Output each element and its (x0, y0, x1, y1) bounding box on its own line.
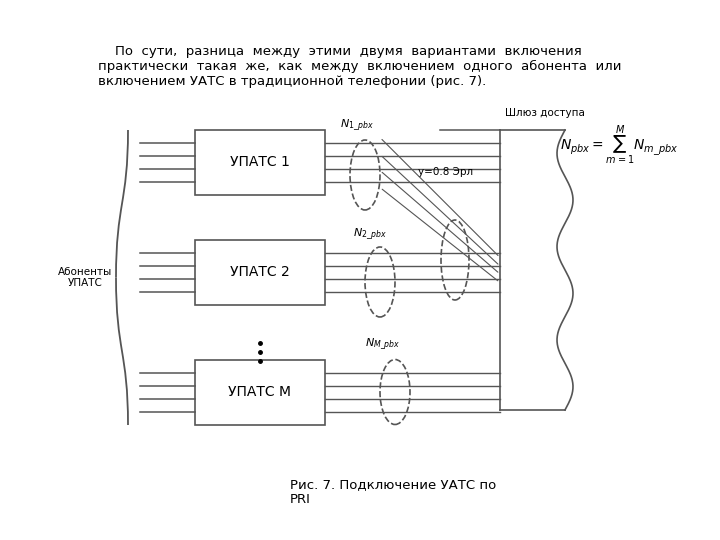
Text: УПАТС 2: УПАТС 2 (230, 266, 290, 280)
FancyBboxPatch shape (195, 360, 325, 425)
Text: По  сути,  разница  между  этими  двумя  вариантами  включения
практически  така: По сути, разница между этими двумя вариа… (98, 45, 622, 88)
Text: Шлюз доступа: Шлюз доступа (505, 108, 585, 118)
Text: $N_{pbx} = \sum_{m=1}^{M} N_{m\_pbx}$: $N_{pbx} = \sum_{m=1}^{M} N_{m\_pbx}$ (560, 124, 678, 167)
Text: Рис. 7. Подключение УАТС по
PRI: Рис. 7. Подключение УАТС по PRI (290, 478, 496, 506)
Text: УПАТС 1: УПАТС 1 (230, 156, 290, 170)
Text: $N_{2\_pbx}$: $N_{2\_pbx}$ (353, 226, 387, 242)
FancyBboxPatch shape (195, 130, 325, 195)
Text: y=0.8 Эрл: y=0.8 Эрл (418, 167, 473, 177)
Text: УПАТС М: УПАТС М (228, 386, 292, 400)
Text: Абоненты
УПАТС: Абоненты УПАТС (58, 267, 112, 288)
FancyBboxPatch shape (195, 240, 325, 305)
Text: $N_{1\_pbx}$: $N_{1\_pbx}$ (340, 117, 374, 133)
Text: $N_{M\_pbx}$: $N_{M\_pbx}$ (365, 336, 401, 352)
